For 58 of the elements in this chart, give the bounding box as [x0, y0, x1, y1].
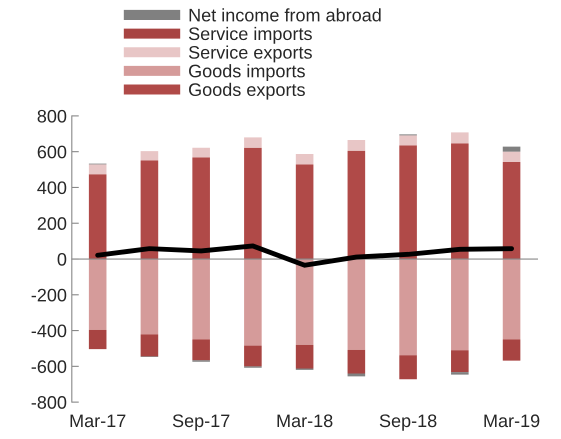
- bar: [244, 137, 262, 148]
- bar: [451, 132, 469, 144]
- bar: [451, 259, 469, 350]
- line-series: [95, 244, 514, 268]
- bar: [88, 174, 106, 260]
- x-tick-label: Sep-17: [172, 414, 230, 431]
- y-tick-label: 600: [38, 146, 66, 158]
- bar: [451, 143, 469, 260]
- legend-label: Goods imports: [189, 64, 305, 81]
- bar: [140, 334, 158, 356]
- y-tick-label: 0: [58, 252, 66, 266]
- y-tick-label: 200: [38, 217, 66, 230]
- y-tick-label: -600: [32, 360, 66, 374]
- bar: [399, 259, 417, 356]
- bar: [244, 259, 262, 346]
- bar: [451, 350, 469, 372]
- bar: [244, 346, 262, 366]
- bar: [348, 374, 366, 376]
- bar: [296, 344, 314, 368]
- bar: [502, 340, 520, 361]
- bar: [140, 259, 158, 335]
- bar: [192, 259, 210, 340]
- bar: [399, 135, 417, 146]
- y-tick-label: 800: [38, 110, 66, 123]
- bar: [140, 151, 158, 160]
- bar: [192, 340, 210, 360]
- x-tick-label: Mar-19: [484, 414, 540, 428]
- bar: [348, 350, 366, 374]
- bar: [88, 259, 106, 330]
- bar: [88, 164, 106, 174]
- bar: [348, 140, 366, 151]
- x-tick-label: Sep-18: [380, 414, 436, 431]
- bar: [348, 259, 366, 350]
- bar: [192, 157, 210, 260]
- x-tick-label: Mar-17: [70, 414, 126, 428]
- legend-label: Service imports: [188, 26, 312, 44]
- bar: [502, 259, 520, 340]
- y-tick-label: -200: [32, 288, 66, 302]
- legend-label: Service exports: [188, 46, 312, 62]
- bar: [502, 162, 520, 260]
- bar: [296, 154, 314, 164]
- bar: [244, 148, 262, 260]
- bar: [296, 164, 314, 260]
- bar: [140, 160, 158, 260]
- y-tick-label: 400: [37, 181, 66, 194]
- bar: [296, 259, 314, 345]
- legend-label: Net income from abroad: [190, 8, 381, 22]
- y-tick-label: -400: [32, 324, 66, 338]
- legend-label: Goods exports: [189, 82, 305, 100]
- bar: [451, 372, 469, 375]
- bar: [502, 146, 520, 152]
- bar: [192, 148, 210, 158]
- bar: [88, 330, 106, 350]
- x-tick-label: Mar-18: [278, 414, 332, 428]
- bar: [502, 152, 520, 162]
- bar: [399, 355, 417, 380]
- y-tick-label: -800: [32, 396, 66, 409]
- bar: [399, 145, 417, 260]
